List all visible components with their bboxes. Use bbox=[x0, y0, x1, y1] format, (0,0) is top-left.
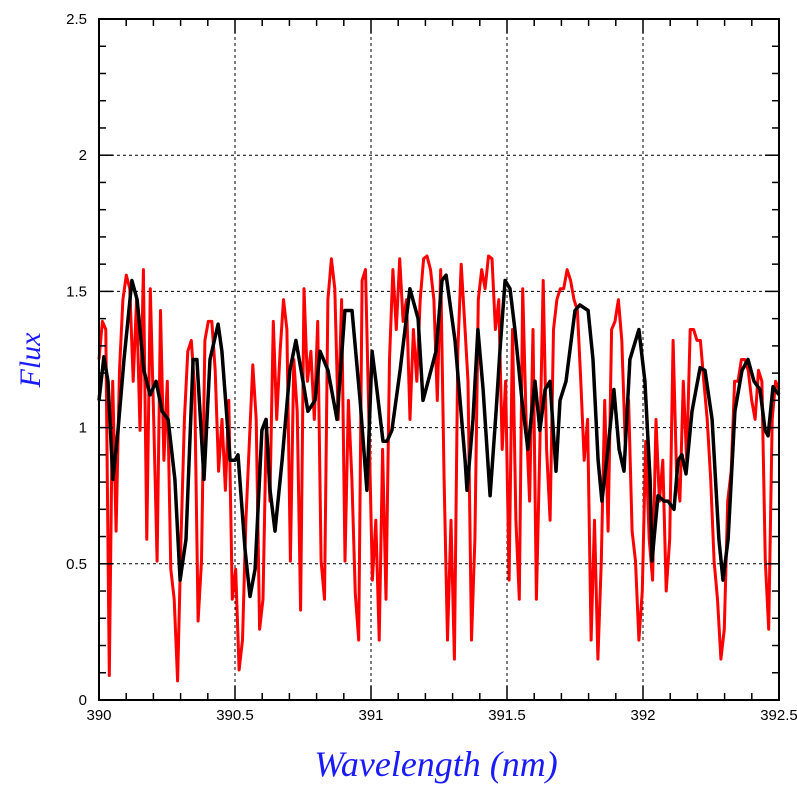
smoothed-flux-line bbox=[97, 273, 781, 599]
y-tick-label: 1.5 bbox=[66, 283, 87, 300]
y-tick-label: 0.5 bbox=[66, 556, 87, 573]
y-tick-label: 2.5 bbox=[66, 11, 87, 28]
x-tick-label: 392.5 bbox=[760, 707, 797, 724]
y-tick-labels: 0 0.5 1 1.5 2 2.5 bbox=[66, 11, 87, 709]
x-tick-label: 391 bbox=[358, 707, 383, 724]
x-tick-label: 392 bbox=[630, 707, 655, 724]
x-tick-label: 390.5 bbox=[216, 707, 254, 724]
x-tick-label: 390 bbox=[86, 707, 111, 724]
x-axis-title: Wavelength (nm) bbox=[314, 744, 558, 784]
y-axis-title: Flux bbox=[14, 332, 47, 389]
series-layer bbox=[97, 254, 781, 683]
y-tick-label: 0 bbox=[79, 692, 87, 709]
plot-frame bbox=[98, 18, 780, 701]
x-tick-label: 391.5 bbox=[488, 707, 526, 724]
x-tick-labels: 390 390.5 391 391.5 392 392.5 bbox=[86, 707, 797, 724]
y-tick-label: 1 bbox=[79, 420, 87, 437]
y-tick-label: 2 bbox=[79, 147, 87, 164]
